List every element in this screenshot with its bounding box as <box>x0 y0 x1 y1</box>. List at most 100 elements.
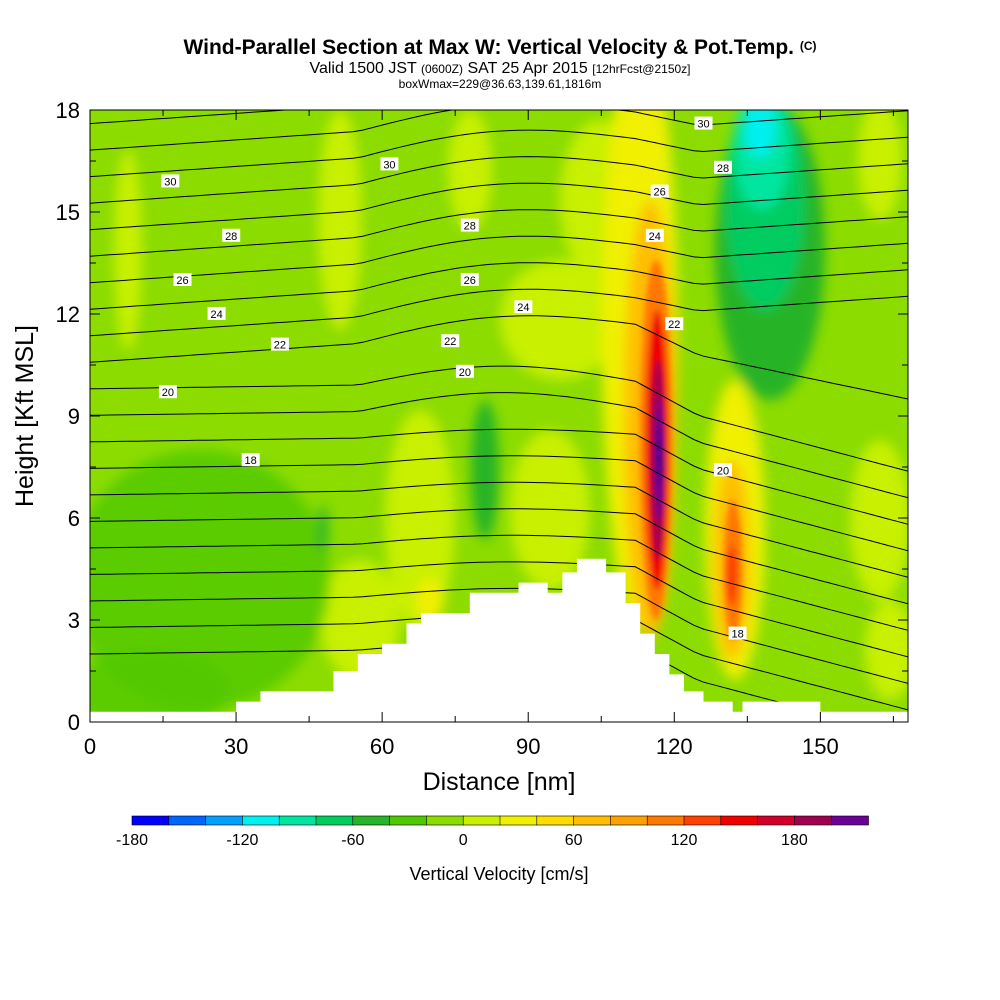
contour-label-text: 22 <box>444 336 456 348</box>
contour-label: 30 <box>694 116 713 131</box>
contour-label: 20 <box>455 364 474 379</box>
contour-label-bg <box>460 218 479 232</box>
colorbar-tick-label: 0 <box>459 832 468 849</box>
contour-label-bg <box>645 228 664 242</box>
x-tick-label: 30 <box>224 734 248 759</box>
contour-label-bg <box>161 174 180 188</box>
isentrope-line <box>90 428 908 525</box>
isentrope-line <box>90 365 908 472</box>
colorbar-swatch <box>242 815 280 826</box>
contour-label-bg <box>713 463 732 477</box>
w-patch <box>90 450 330 710</box>
contour-label-bg <box>514 300 533 314</box>
w-patch <box>114 150 142 350</box>
w-patch <box>320 560 400 680</box>
contour-label-text: 18 <box>245 455 257 467</box>
copyright-mark: (C) <box>799 39 817 53</box>
colorbar-tick-label: -120 <box>226 832 258 849</box>
contour-label-bg <box>241 453 260 467</box>
y-tick-label: 3 <box>68 608 80 633</box>
contour-label-text: 24 <box>649 231 661 243</box>
contour-label: 28 <box>713 160 732 175</box>
updraft-core <box>640 260 742 640</box>
isentrope-line <box>90 481 908 578</box>
terrain <box>90 558 908 723</box>
w-patch <box>727 545 737 605</box>
colorbar-tick-label: 120 <box>671 832 698 849</box>
colorbar-label: Vertical Velocity [cm/s] <box>409 864 588 884</box>
colorbar-swatch <box>205 815 244 826</box>
colorbar-swatch <box>315 815 354 826</box>
contour-label-bg <box>460 273 479 286</box>
contour-label-text: 28 <box>717 163 729 175</box>
isentrope-line <box>90 129 908 178</box>
w-patch <box>744 110 776 158</box>
y-tick-label: 12 <box>56 302 80 327</box>
contour-label: 24 <box>645 228 664 243</box>
w-patch <box>858 110 902 220</box>
contour-label-text: 20 <box>459 367 471 379</box>
y-tick-label: 15 <box>56 200 80 225</box>
colorbar-swatch <box>720 815 759 826</box>
contour-label-text: 20 <box>162 387 174 399</box>
colorbar-tick-label: 180 <box>781 832 808 849</box>
contour-label: 18 <box>241 453 260 467</box>
colorbar-swatch <box>794 815 833 826</box>
contour-label-bg <box>713 160 732 174</box>
colorbar-swatch <box>131 815 170 826</box>
contour-label: 28 <box>222 228 241 243</box>
contour-label-text: 24 <box>517 302 529 314</box>
isentrope-line <box>90 392 908 499</box>
contour-label: 26 <box>460 273 479 287</box>
contour-label: 20 <box>158 385 177 399</box>
contour-label-bg <box>207 307 226 320</box>
colorbar-swatch <box>168 815 207 826</box>
y-tick-label: 18 <box>56 98 80 123</box>
contour-label-bg <box>728 626 747 640</box>
contour-label-text: 26 <box>464 275 476 287</box>
w-patch <box>850 440 908 600</box>
contour-label-text: 28 <box>464 221 476 233</box>
contour-label-bg <box>694 116 713 130</box>
colorbar-swatch <box>683 815 722 826</box>
contour-label: 22 <box>665 317 684 331</box>
theta-contour-labels: 30 30 30 28 28 28 26 26 26 24 24 24 22 22 22 20 20 20 18 18 <box>158 116 747 641</box>
isentrope-line <box>90 561 908 658</box>
isentrope-line <box>90 587 908 684</box>
contour-label-text: 30 <box>164 176 176 188</box>
contour-label-text: 28 <box>225 231 237 243</box>
colorbar-swatch <box>352 815 391 826</box>
w-patch <box>385 410 455 630</box>
x-tick-label: 60 <box>370 734 394 759</box>
contour-label: 28 <box>460 218 479 233</box>
contour-label-bg <box>173 273 192 286</box>
colorbar-swatch <box>426 815 464 826</box>
w-patch <box>318 110 362 330</box>
isentrope-line <box>90 209 908 257</box>
contour-label: 22 <box>270 337 289 352</box>
colorbar-swatch <box>610 815 649 826</box>
contour-label: 26 <box>650 184 669 199</box>
contour-label-bg <box>270 337 289 351</box>
isentrope-line <box>90 156 908 204</box>
y-axis-label: Height [Kft MSL] <box>11 325 39 507</box>
isentrope-line <box>90 262 908 310</box>
contour-label-bg <box>222 228 241 242</box>
contour-label-bg <box>455 364 474 378</box>
w-patch <box>510 430 590 590</box>
box-info: boxWmax=229@36.63,139.61,1816m <box>398 77 602 91</box>
x-axis: 0 30 60 90 120 150 <box>84 110 894 759</box>
w-patch <box>90 650 230 722</box>
isentrope-line <box>90 51 908 98</box>
isentrope-line <box>90 455 908 552</box>
colorbar-swatch <box>573 815 612 826</box>
w-patch <box>448 110 492 230</box>
y-axis: 0 3 6 9 12 15 18 <box>56 98 908 735</box>
colorbar-swatch <box>646 815 685 826</box>
contour-label-text: 26 <box>654 187 666 199</box>
contour-label-text: 26 <box>176 275 188 287</box>
isentrope-line <box>90 315 908 400</box>
contour-label: 26 <box>173 273 192 287</box>
y-tick-label: 6 <box>68 506 80 531</box>
